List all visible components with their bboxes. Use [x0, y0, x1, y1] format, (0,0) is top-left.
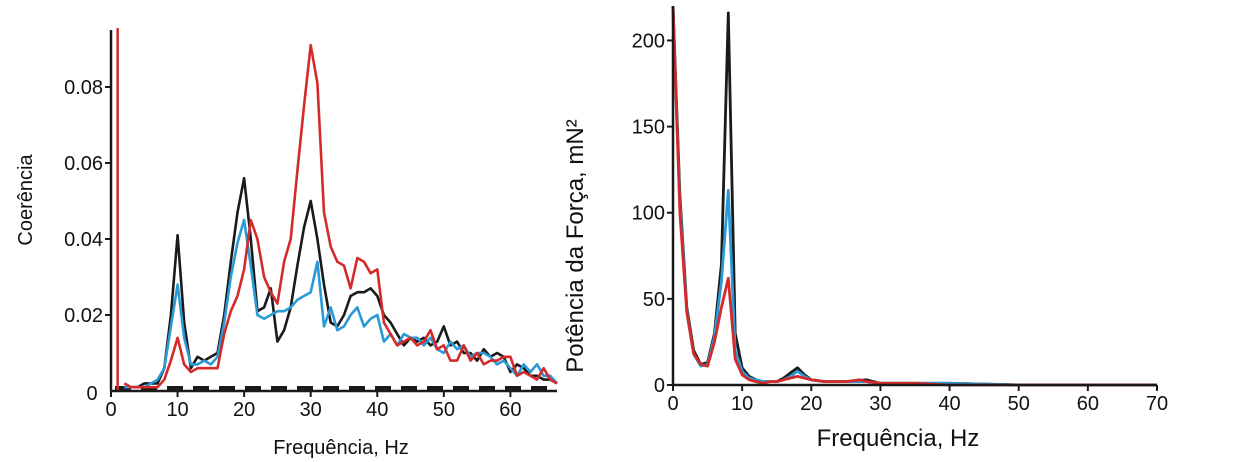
- coherence-series-line-3: [123, 43, 558, 389]
- force-power-x-axis-title: Frequência, Hz: [817, 425, 980, 452]
- coherence-y-tick-label: 0.04: [64, 229, 103, 251]
- coherence-tick-layer: 0 10 20 30 40 50 60 0.02 0.04 0.06 0.08: [64, 77, 521, 421]
- force-power-x-tick-label: 40: [938, 393, 960, 415]
- force-power-x-tick-label: 0: [667, 393, 678, 415]
- coherence-x-tick-label: 30: [300, 399, 322, 421]
- coherence-chart: 0 10 20 30 40 50 60 0.02 0.04 0.06 0.08 0 Frequênc…: [15, 28, 558, 459]
- force-power-x-tick-label: 10: [731, 393, 753, 415]
- coherence-x-tick-label: 20: [233, 399, 255, 421]
- coherence-x-tick-label: 60: [499, 399, 521, 421]
- coherence-x-tick-label: 0: [105, 399, 116, 421]
- force-power-y-tick-label: 200: [632, 30, 665, 52]
- coherence-x-tick-label: 40: [366, 399, 388, 421]
- coherence-series-layer: [115, 28, 558, 391]
- coherence-series-line-1: [124, 176, 558, 389]
- force-power-series-line-3: [671, 5, 1157, 387]
- force-power-y-tick-label: 150: [632, 117, 665, 139]
- force-power-y-tick-label: 100: [632, 203, 665, 225]
- force-power-series-line-2: [671, 14, 1157, 387]
- force-power-y-axis-title: Potência da Força, mN²: [562, 119, 589, 372]
- coherence-zero-label: 0: [86, 383, 97, 405]
- force-power-x-tick-label: 30: [869, 393, 891, 415]
- force-power-series-line-1: [671, 5, 1157, 387]
- force-power-x-tick-label: 60: [1077, 393, 1099, 415]
- coherence-x-tick-label: 10: [166, 399, 188, 421]
- coherence-y-axis-title: Coerência: [15, 154, 37, 246]
- coherence-series-line-2: [124, 218, 558, 389]
- coherence-x-tick-label: 50: [433, 399, 455, 421]
- coherence-y-tick-label: 0.06: [64, 153, 103, 175]
- force-power-x-tick-label: 20: [800, 393, 822, 415]
- force-power-tick-layer: 0 10 20 30 40 50 60 70 0 50 100 150 200: [632, 30, 1169, 415]
- force-power-chart: 0 10 20 30 40 50 60 70 0 50 100 150 200 Frequência, …: [562, 5, 1169, 452]
- coherence-x-axis-title: Frequência, Hz: [273, 437, 409, 459]
- coherence-y-tick-label: 0.08: [64, 77, 103, 99]
- force-power-x-tick-label: 50: [1008, 393, 1030, 415]
- force-power-series-layer: [671, 5, 1157, 387]
- coherence-y-tick-label: 0.02: [64, 305, 103, 327]
- force-power-x-tick-label: 70: [1146, 393, 1168, 415]
- force-power-y-tick-label: 50: [643, 289, 665, 311]
- force-power-y-tick-label: 0: [654, 375, 665, 397]
